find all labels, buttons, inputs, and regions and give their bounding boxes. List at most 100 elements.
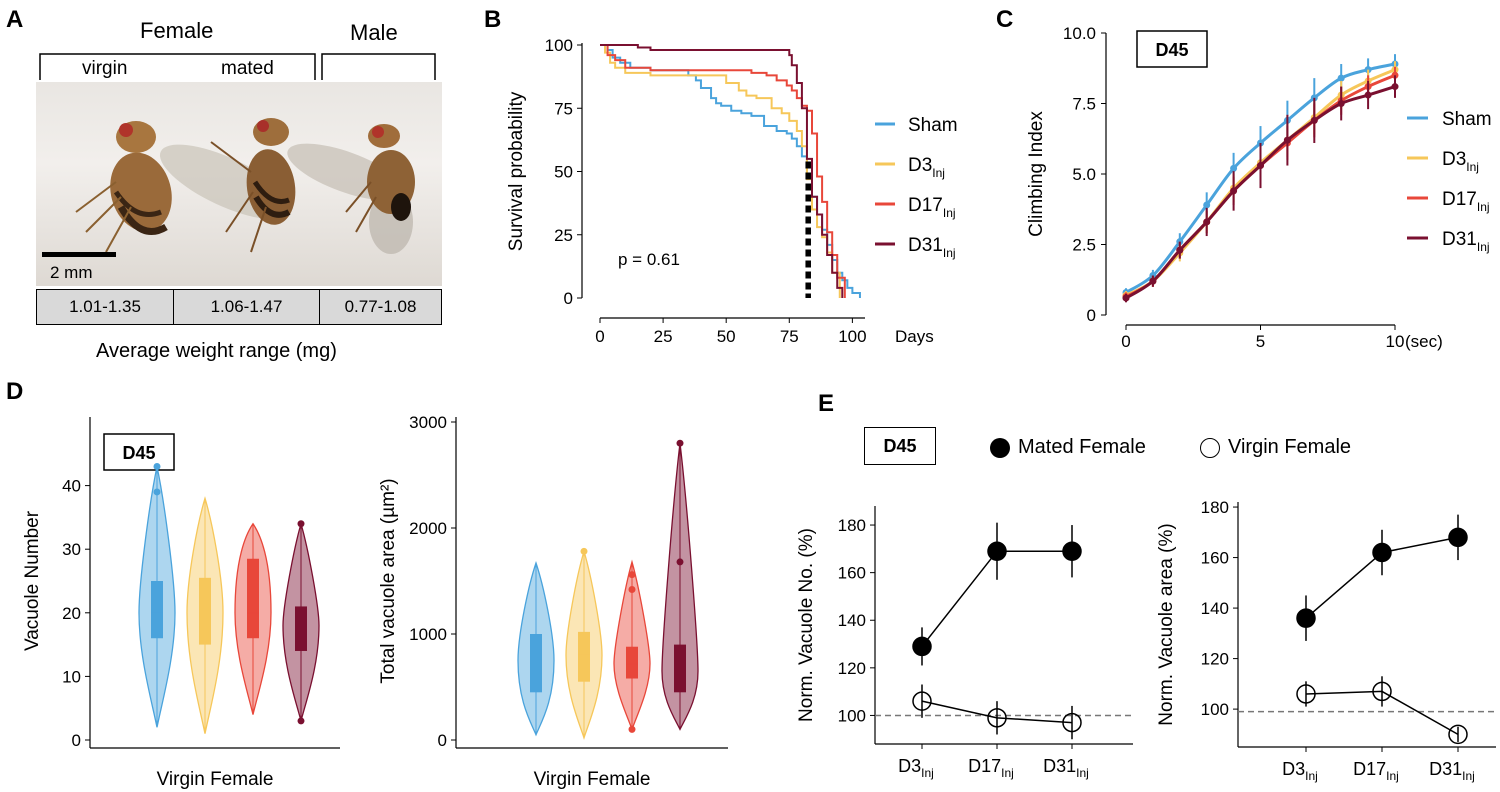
legend-label-d3: D3Inj [1442,149,1479,174]
day-box-label: D45 [1155,40,1188,60]
x-tick-label: D31Inj [1043,756,1089,780]
fly-illustration: 2 mm [42,118,415,282]
weight-male: 0.77-1.08 [344,297,417,316]
y-tick-label: 0 [438,731,447,750]
climb-point [1337,74,1345,82]
y-tick-label: 30 [62,540,81,559]
y-tick-label: 160 [1201,549,1229,568]
weight-table: 1.01-1.35 1.06-1.47 0.77-1.08 [36,289,442,325]
norm-vacuole-area-chart: 100 120 140 160 180 Norm. Vacuole area (%) D3I… [1156,498,1496,783]
y-tick-label: 180 [838,516,866,535]
x-tick-label: 0 [1121,332,1130,351]
male-fly [345,124,415,254]
violin-outlier [580,547,588,555]
legend-label-d31: D31Inj [1442,229,1490,254]
violin-iqr-box [578,631,590,682]
legend-label-d31: D31Inj [908,235,956,260]
x-tick-label: D31Inj [1429,759,1475,783]
climb-point [1391,83,1399,91]
y-tick-label: 160 [838,564,866,583]
male-bracket [321,53,436,80]
mated-label: mated [221,58,274,79]
climb-point [1310,116,1318,124]
y-axis-label: Total vacuole area (µm²) [378,478,399,683]
x-axis-label: Virgin Female [534,769,651,790]
violin-iqr-box [530,634,542,693]
panel-a-letter: A [6,6,24,33]
violin-iqr-box [295,606,307,651]
violin-outlier [676,439,684,447]
panel-a-brackets [39,53,436,80]
y-axis-label: Norm. Vacuole area (%) [1156,523,1177,725]
y-tick-label: 25 [554,226,573,245]
climb-point [1122,294,1130,302]
climb-point [1203,218,1211,226]
violin-outlier [153,488,161,496]
survival-chart: 0 25 50 75 100 0 25 50 75 100 Days Survival probabi… [506,36,958,346]
x-tick-label: D3Inj [898,756,934,780]
mated-point [1372,542,1392,563]
male-label: Male [350,20,398,45]
mated-point [1062,541,1082,561]
vacuole-area-violin: 0 1000 2000 3000 Total vacuole area (µm²) Vir… [378,413,728,790]
y-tick-label: 1000 [409,625,447,644]
legend-label-d3: D3Inj [908,155,945,180]
virgin-point [987,708,1007,728]
day-box-label: D45 [122,443,155,463]
x-tick-label: 10 [1386,332,1405,351]
x-tick-label: 50 [717,327,736,346]
y-tick-label: 20 [62,604,81,623]
y-tick-label: 3000 [409,413,447,432]
y-axis-label: Vacuole Number [22,510,43,651]
mated-point [987,541,1007,561]
norm-vacuole-number-chart: 100 120 140 160 180 Norm. Vacuole No. (%) D3In… [796,506,1133,780]
panel-e-letter: E [818,390,835,417]
violin-outlier [628,571,636,579]
y-tick-label: 140 [838,611,866,630]
x-tick-label: 75 [780,327,799,346]
filled-circle-icon [990,437,1010,458]
climb-point [1283,136,1291,144]
x-tick-label: D17Inj [1353,759,1399,783]
day-box [103,433,175,471]
x-axis-label: Days [895,327,934,346]
fly-photo: 2 mm [36,82,442,286]
legend-label-sham: Sham [908,115,958,136]
climb-line-d31 [1125,85,1396,300]
y-tick-label: 100 [1201,700,1229,719]
violin-iqr-box [626,646,638,679]
weight-virgin: 1.01-1.35 [37,290,174,324]
p-value-annotation: p = 0.61 [618,250,680,269]
climb-point [1257,162,1264,170]
x-tick-label: D3Inj [1282,759,1318,783]
climb-point [1337,100,1345,107]
legend-label-d17: D17Inj [1442,189,1490,214]
weight-mated: 1.06-1.47 [174,290,320,324]
female-bracket [39,53,316,80]
climb-point [1149,277,1157,285]
y-tick-label: 7.5 [1072,95,1096,114]
x-tick-label: 25 [654,327,673,346]
legend-virgin-label: Virgin Female [1228,436,1352,458]
virgin-point [912,691,932,711]
virgin-point [1062,712,1082,733]
climb-point [1230,187,1238,195]
y-axis-label: Survival probability [506,91,527,251]
scale-bar [42,252,116,257]
legend-mated-label: Mated Female [1018,436,1146,458]
virgin-point [1296,684,1316,704]
climb-point [1176,246,1184,254]
climb-point [1364,91,1372,99]
y-tick-label: 180 [1201,498,1229,517]
x-tick-label: 0 [595,327,604,346]
x-tick-label: D17Inj [968,756,1014,780]
female-label: Female [140,18,214,43]
panel-d-letter: D [6,378,24,405]
violin-iqr-box [199,577,211,645]
violin-outlier [628,585,636,593]
y-tick-label: 5.0 [1072,165,1096,184]
legend-virgin: Virgin Female [1200,436,1351,459]
weight-caption: Average weight range (mg) [96,340,337,362]
violin-outlier [676,558,684,566]
climbing-chart: 0 2.5 5.0 7.5 10.0 0 5 10 (sec) Climbing Index D45… [1026,24,1492,351]
